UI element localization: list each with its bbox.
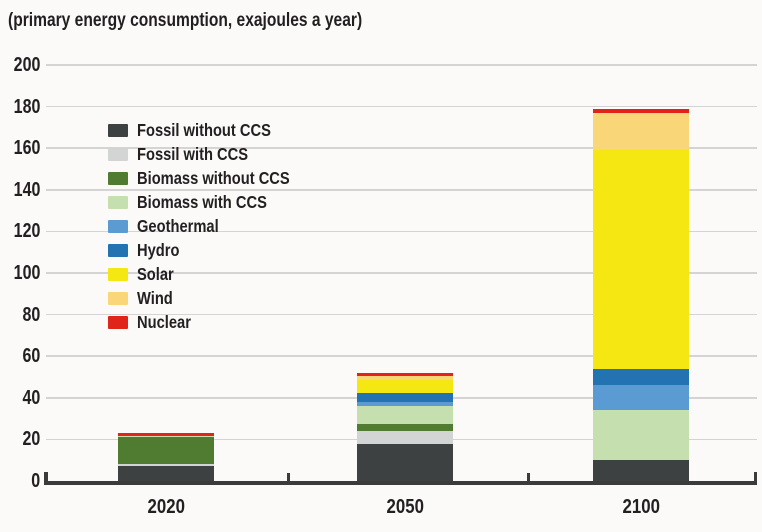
- legend-label: Hydro: [137, 239, 180, 260]
- legend-swatch: [108, 147, 128, 161]
- y-tick-label-20: 20: [0, 429, 40, 449]
- x-tick-label-2100: 2100: [593, 497, 689, 517]
- legend-label: Biomass with CCS: [137, 191, 267, 212]
- gridline-200: [46, 64, 757, 66]
- y-tick-label-200: 200: [0, 55, 40, 75]
- chart-title: (primary energy consumption, exajoules a…: [8, 10, 440, 32]
- x-axis-right-stub: [753, 472, 757, 481]
- bar-2100-geothermal: [593, 385, 689, 411]
- legend-item-biomass-with-ccs: Biomass with CCS: [108, 190, 319, 214]
- legend-swatch: [108, 195, 128, 209]
- gridline-60: [46, 355, 757, 357]
- bar-2100-hydro: [593, 368, 689, 386]
- bar-2100-nuclear: [593, 108, 689, 113]
- legend-item-fossil-without-ccs: Fossil without CCS: [108, 118, 319, 142]
- bar-2050-hydro: [357, 392, 453, 402]
- legend-label: Biomass without CCS: [137, 167, 290, 188]
- y-tick-label-0: 0: [0, 471, 40, 491]
- y-tick-text: 140: [13, 178, 40, 201]
- bar-2050-fossil-with-ccs: [357, 431, 453, 444]
- bar-2100-wind: [593, 112, 689, 151]
- legend-swatch: [108, 243, 128, 257]
- y-tick-text: 40: [22, 386, 40, 409]
- legend-item-geothermal: Geothermal: [108, 214, 319, 238]
- legend-item-nuclear: Nuclear: [108, 310, 319, 334]
- bar-2100-solar: [593, 150, 689, 369]
- gridline-120: [46, 230, 757, 233]
- x-axis-tick-0: [287, 473, 290, 481]
- legend-label: Nuclear: [137, 311, 191, 332]
- y-tick-text: 160: [13, 137, 40, 160]
- legend-swatch: [108, 171, 128, 185]
- legend-item-solar: Solar: [108, 262, 319, 286]
- legend-label: Fossil with CCS: [137, 143, 249, 164]
- bar-2050-geothermal: [357, 401, 453, 407]
- legend-label: Wind: [137, 287, 173, 308]
- x-tick-text: 2020: [147, 496, 185, 518]
- y-tick-label-180: 180: [0, 97, 40, 117]
- y-tick-label-60: 60: [0, 346, 40, 366]
- chart-title-text: (primary energy consumption, exajoules a…: [8, 10, 363, 31]
- y-tick-text: 120: [13, 220, 40, 243]
- y-tick-text: 80: [22, 303, 40, 326]
- x-tick-text: 2050: [386, 496, 424, 518]
- x-tick-label-2020: 2020: [118, 497, 214, 517]
- bar-2020-biomass-without-ccs: [118, 437, 214, 465]
- legend-item-hydro: Hydro: [108, 238, 319, 262]
- x-axis-line: [44, 481, 757, 485]
- bar-2050-biomass-with-ccs: [357, 406, 453, 424]
- legend-label: Geothermal: [137, 215, 219, 236]
- bar-2020-fossil-without-ccs: [118, 466, 214, 481]
- y-tick-text: 180: [13, 95, 40, 118]
- legend-item-wind: Wind: [108, 286, 319, 310]
- legend-swatch: [108, 123, 128, 137]
- x-tick-label-2050: 2050: [357, 497, 453, 517]
- x-axis-tick-1: [527, 473, 530, 481]
- legend-swatch: [108, 267, 128, 281]
- gridline-160: [46, 147, 757, 149]
- bar-2050-solar: [357, 380, 453, 393]
- gridline-180: [46, 105, 757, 108]
- x-tick-text: 2100: [622, 496, 660, 518]
- y-tick-text: 60: [22, 345, 40, 368]
- x-axis-left-stub: [44, 472, 48, 481]
- legend-label: Solar: [137, 263, 174, 284]
- legend-swatch: [108, 315, 128, 329]
- y-tick-text: 0: [31, 470, 40, 492]
- bar-2050-fossil-without-ccs: [357, 443, 453, 481]
- bar-2020-fossil-with-ccs: [118, 464, 214, 467]
- bar-2020-nuclear: [118, 433, 214, 437]
- legend-swatch: [108, 219, 128, 233]
- y-tick-text: 100: [13, 262, 40, 284]
- y-tick-label-40: 40: [0, 388, 40, 408]
- gridline-80: [46, 313, 757, 316]
- y-tick-label-80: 80: [0, 305, 40, 325]
- bar-2050-wind: [357, 375, 453, 381]
- y-tick-label-120: 120: [0, 221, 40, 241]
- y-tick-text: 200: [13, 54, 40, 76]
- y-tick-label-140: 140: [0, 180, 40, 200]
- y-tick-label-100: 100: [0, 263, 40, 283]
- bar-2100-biomass-with-ccs: [593, 410, 689, 461]
- legend-swatch: [108, 291, 128, 305]
- legend-item-biomass-without-ccs: Biomass without CCS: [108, 166, 319, 190]
- gridline-140: [46, 189, 757, 191]
- legend: Fossil without CCS Fossil with CCS Biomass…: [108, 118, 319, 334]
- y-tick-text: 20: [22, 428, 40, 451]
- bar-2100-fossil-without-ccs: [593, 460, 689, 481]
- bar-2050-biomass-without-ccs: [357, 423, 453, 432]
- gridline-100: [46, 272, 757, 274]
- legend-item-fossil-with-ccs: Fossil with CCS: [108, 142, 319, 166]
- bar-2020-biomass-with-ccs: [118, 436, 214, 438]
- y-tick-label-160: 160: [0, 138, 40, 158]
- bar-2050-nuclear: [357, 372, 453, 376]
- legend-label: Fossil without CCS: [137, 119, 271, 140]
